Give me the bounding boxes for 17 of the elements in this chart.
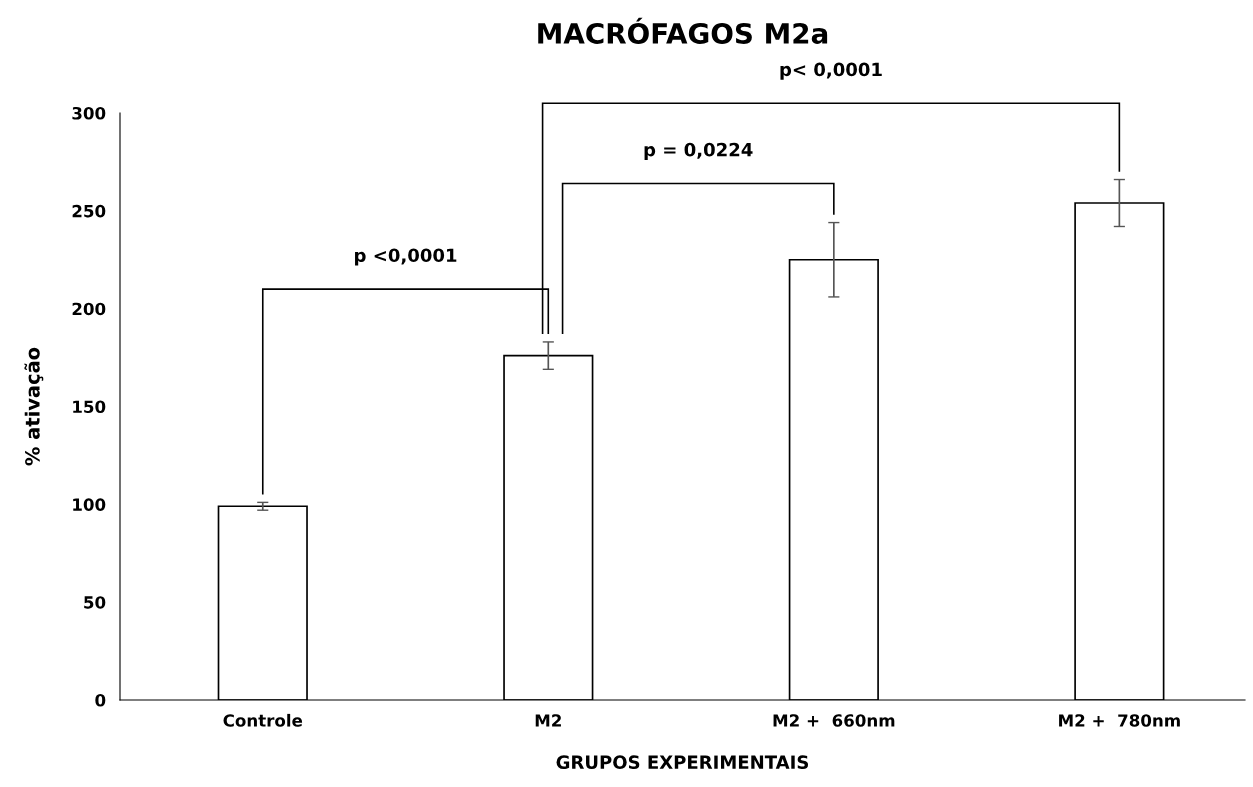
x-tick-label: Controle xyxy=(223,713,303,727)
x-tick-label: M2 + 660nm xyxy=(773,714,895,727)
x-axis-title: GRUPOS EXPERIMENTAIS xyxy=(556,755,809,769)
annotation: p = 0,0224 xyxy=(644,142,753,160)
text: p< 0,0001 xyxy=(780,62,882,80)
chart-title: MACRÓFAGOS M2a xyxy=(538,17,828,44)
x-tick-label: M2 + 780nm xyxy=(1059,714,1180,727)
x-tick-label: M2 xyxy=(535,714,561,727)
y-axis-title: % ativação xyxy=(24,347,44,466)
y-tick-label: 300 xyxy=(72,106,106,120)
y-tick-label: 150 xyxy=(73,400,106,414)
y-tick-label: 250 xyxy=(72,204,106,218)
y-tick-label: 0 xyxy=(95,693,106,707)
y-tick-label: 100 xyxy=(73,498,106,511)
y-tick-label: 50 xyxy=(84,596,106,609)
y-tick-label: 200 xyxy=(72,302,106,316)
annotation: p <0,0001 xyxy=(355,248,457,266)
